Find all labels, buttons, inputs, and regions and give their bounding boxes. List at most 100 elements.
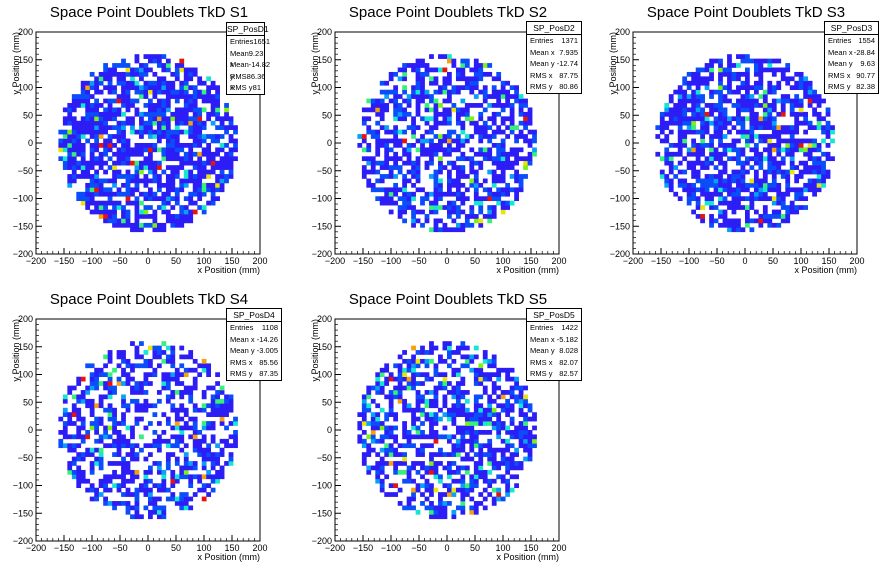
histogram-plot: −200 −150 −100 −50 0 50 100 150 200200150100500−… xyxy=(310,27,567,275)
histogram-bin xyxy=(709,111,714,117)
histogram-bin xyxy=(776,143,782,148)
histogram-bin xyxy=(415,107,421,113)
histogram-bin xyxy=(134,89,140,95)
histogram-bin xyxy=(112,182,117,188)
histogram-bin xyxy=(170,496,176,502)
histogram-bin xyxy=(691,151,697,157)
histogram-bin xyxy=(89,187,95,193)
histogram-bin xyxy=(740,151,746,157)
histogram-bin xyxy=(429,227,434,233)
histogram-bin xyxy=(478,160,484,166)
histogram-bin xyxy=(112,209,117,215)
histogram-bin xyxy=(433,120,439,126)
histogram-bin xyxy=(130,363,135,369)
histogram-bin xyxy=(686,116,692,122)
histogram-bin xyxy=(112,412,117,417)
histogram-bin xyxy=(695,89,701,95)
histogram-bin xyxy=(107,191,113,197)
histogram-bin xyxy=(785,191,791,197)
histogram-bin xyxy=(691,103,697,108)
histogram-bin xyxy=(496,98,502,104)
histogram-bin xyxy=(228,165,234,170)
histogram-bin xyxy=(161,129,167,135)
histogram-bin xyxy=(505,372,511,378)
histogram-bin xyxy=(94,138,100,144)
histogram-bin xyxy=(451,403,457,409)
histogram-bin xyxy=(103,425,108,431)
histogram-bin xyxy=(188,218,194,224)
histogram-bin xyxy=(411,367,416,373)
histogram-bin xyxy=(771,98,777,104)
histogram-bin xyxy=(80,156,86,162)
histogram-bin xyxy=(500,394,506,400)
histogram-bin xyxy=(98,205,104,210)
histogram-bin xyxy=(388,430,394,435)
histogram-bin xyxy=(179,143,185,148)
histogram-bin xyxy=(366,125,372,130)
histogram-bin xyxy=(429,98,434,104)
histogram-bin xyxy=(785,138,791,144)
histogram-bin xyxy=(709,222,714,228)
histogram-plot: −200 −150 −100 −50 0 50 100 150 200200150100500−… xyxy=(310,314,567,562)
histogram-bin xyxy=(460,196,466,202)
histogram-bin xyxy=(125,85,131,91)
y-tick-label: 50 xyxy=(322,110,332,120)
histogram-bin xyxy=(375,134,381,139)
stats-row-rms-y: RMS y 80.86 xyxy=(527,81,581,93)
histogram-bin xyxy=(451,421,457,426)
histogram-bin xyxy=(438,474,443,480)
histogram-bin xyxy=(740,134,746,139)
histogram-bin xyxy=(709,143,714,148)
histogram-bin xyxy=(500,160,506,166)
histogram-bin xyxy=(527,438,533,444)
histogram-bin xyxy=(505,398,511,404)
histogram-bin xyxy=(201,182,207,188)
stats-value: 81 xyxy=(252,83,261,93)
histogram-bin xyxy=(183,151,189,157)
histogram-bin xyxy=(80,147,86,153)
histogram-bin xyxy=(388,156,394,162)
histogram-bin xyxy=(500,209,506,215)
histogram-bin xyxy=(523,430,528,435)
histogram-bin xyxy=(411,358,416,364)
histogram-bin xyxy=(107,354,113,360)
histogram-bin xyxy=(496,474,502,480)
histogram-bin xyxy=(107,76,113,82)
histogram-bin xyxy=(518,390,524,395)
histogram-bin xyxy=(152,71,158,77)
histogram-bin xyxy=(174,156,180,162)
histogram-bin xyxy=(370,134,376,139)
histogram-bin xyxy=(174,116,180,122)
histogram-bin xyxy=(134,222,140,228)
histogram-bin xyxy=(116,376,122,382)
histogram-bin xyxy=(130,434,135,440)
histogram-bin xyxy=(156,390,162,395)
histogram-bin xyxy=(174,125,180,130)
histogram-bin xyxy=(379,407,385,413)
histogram-bin xyxy=(424,483,430,489)
histogram-bin xyxy=(478,465,484,471)
histogram-bin xyxy=(803,138,809,144)
histogram-bin xyxy=(767,143,773,148)
histogram-bin xyxy=(736,174,741,179)
histogram-bin xyxy=(464,222,470,228)
histogram-bin xyxy=(518,156,524,162)
histogram-bin xyxy=(71,469,77,475)
histogram-bin xyxy=(415,125,421,130)
histogram-bin xyxy=(487,403,493,409)
histogram-bin xyxy=(384,174,390,179)
histogram-bin xyxy=(188,156,194,162)
histogram-bin xyxy=(201,438,207,444)
histogram-bin xyxy=(179,394,185,400)
histogram-bin xyxy=(384,452,390,457)
histogram-bin xyxy=(523,447,528,453)
histogram-bin xyxy=(460,98,466,104)
histogram-bin xyxy=(183,169,189,175)
histogram-bin xyxy=(473,174,479,179)
histogram-bin xyxy=(460,496,466,502)
histogram-bin xyxy=(745,156,750,162)
histogram-bin xyxy=(197,187,203,193)
histogram-bin xyxy=(429,456,434,462)
histogram-bin xyxy=(740,80,746,86)
histogram-bin xyxy=(89,461,95,466)
